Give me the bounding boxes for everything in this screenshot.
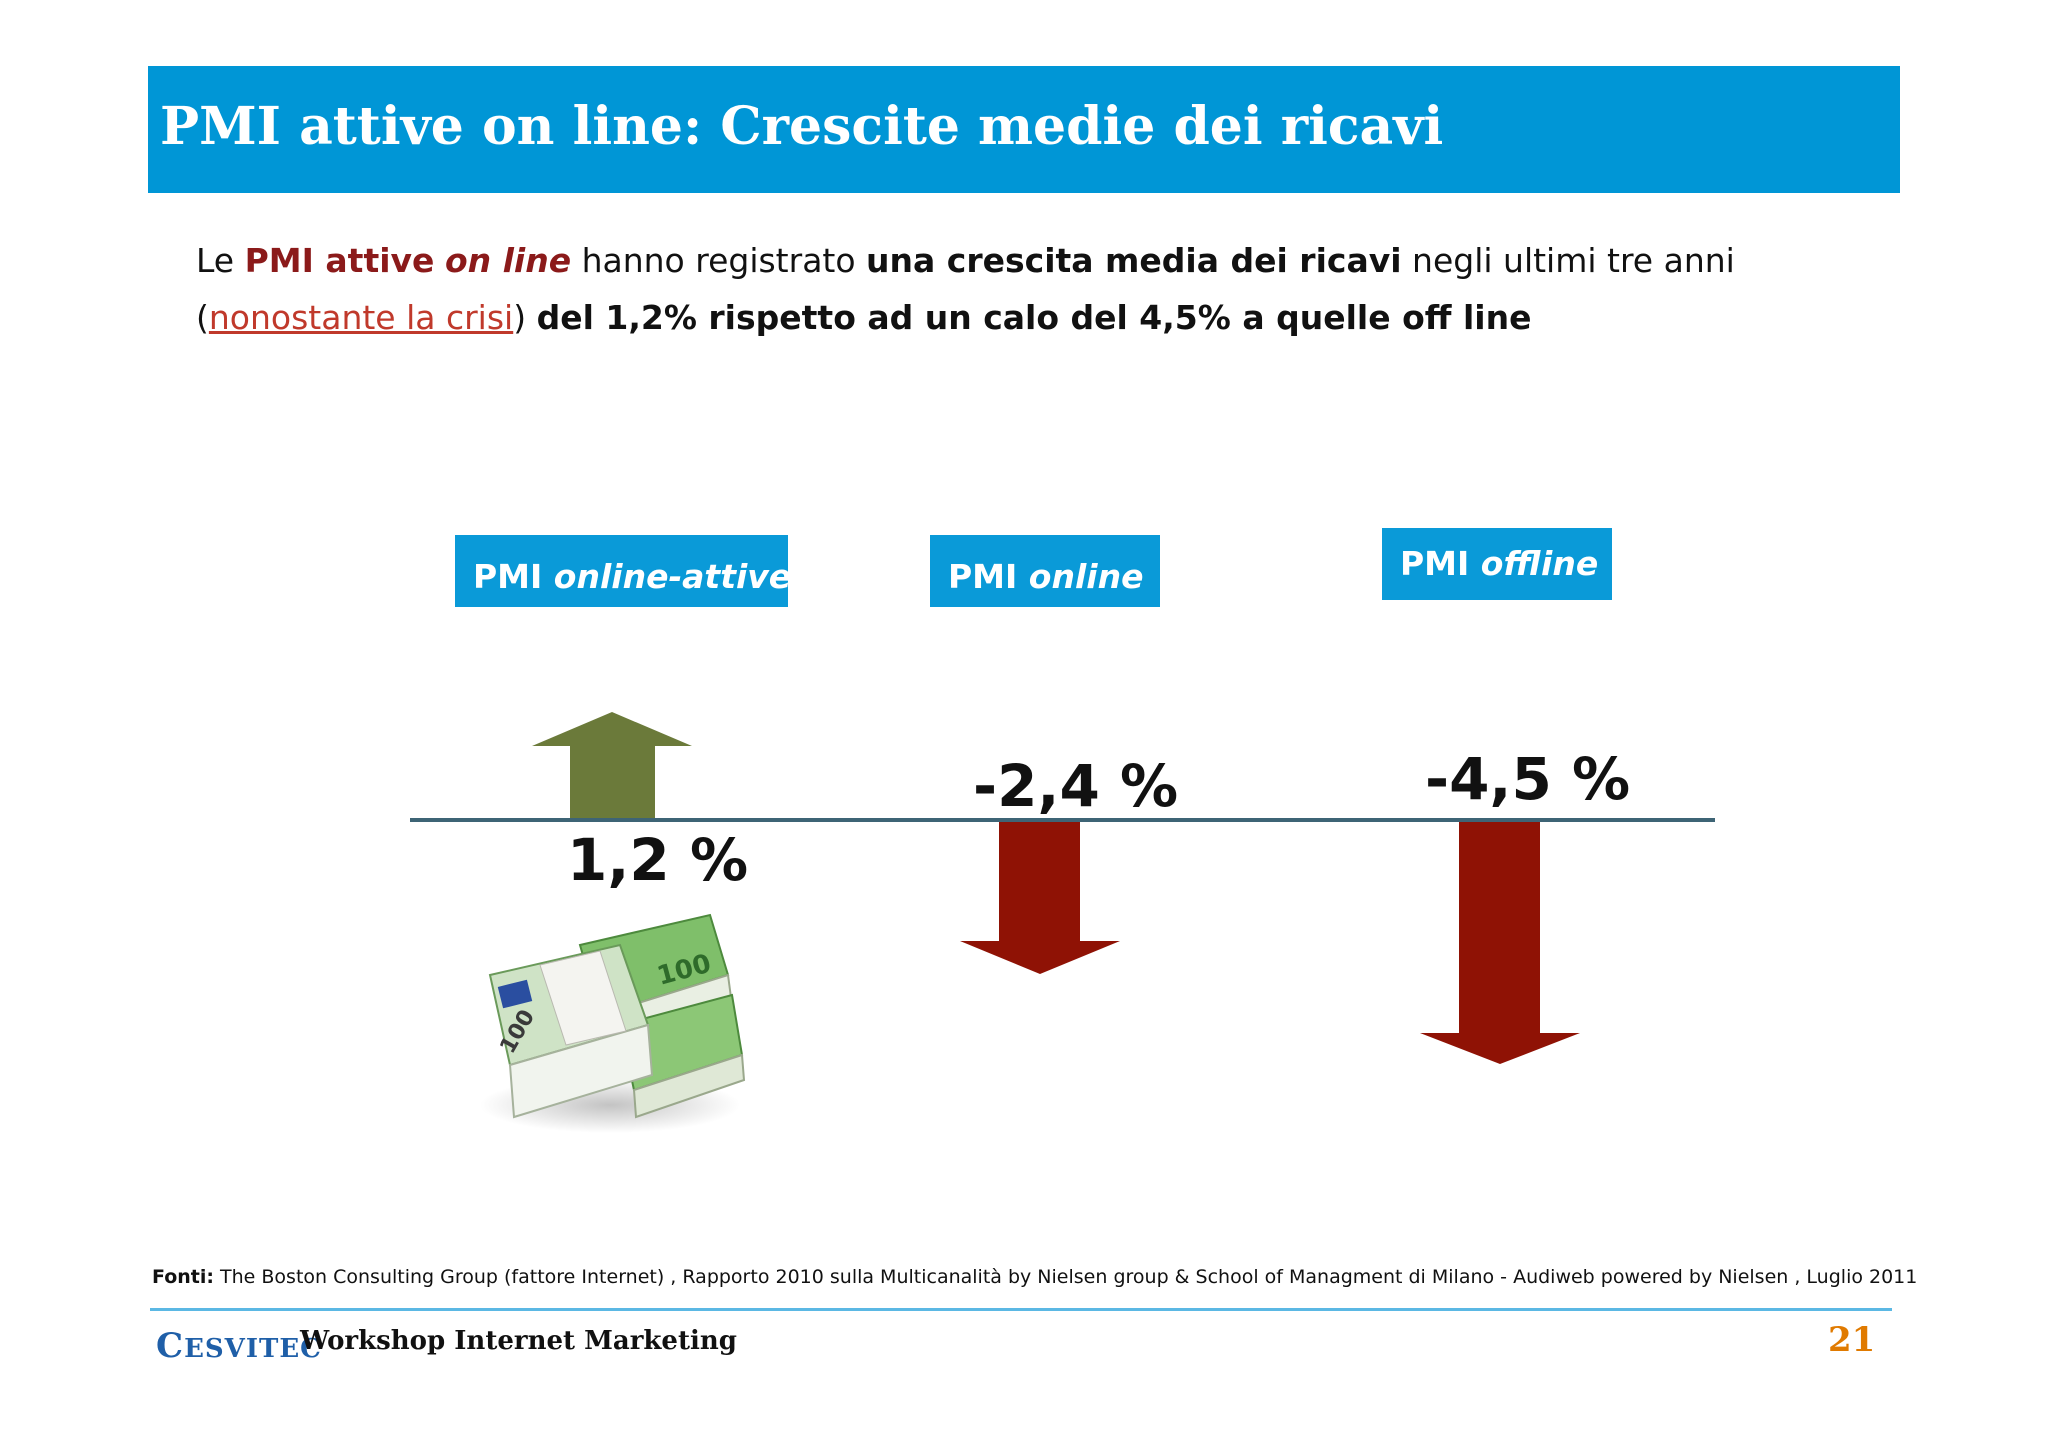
baseline [410, 818, 1715, 822]
cesvitec-logo: CESVITEC [156, 1326, 322, 1366]
footer-workshop-title: Workshop Internet Marketing [300, 1326, 737, 1356]
value-online: -2,4 % [973, 752, 1179, 820]
category-box-offline: PMI offline [1382, 528, 1612, 600]
sources-label: Fonti: [152, 1266, 214, 1288]
category-prefix: PMI [1400, 544, 1481, 583]
category-name: offline [1480, 544, 1599, 583]
intro-bold: del 1,2% rispetto ad un calo del 4,5% a … [536, 298, 1532, 337]
intro-bold: una crescita media dei ricavi [866, 241, 1402, 280]
page-number: 21 [1828, 1320, 1876, 1360]
intro-text: negli ultimi tre anni ( [196, 241, 1735, 337]
intro-link[interactable]: nonostante la crisi [208, 298, 514, 337]
category-name: online-attive [553, 557, 792, 596]
category-prefix: PMI [473, 557, 554, 596]
down-arrow-icon [1420, 820, 1580, 1064]
sources-text: The Boston Consulting Group (fattore Int… [213, 1266, 1918, 1288]
intro-space [434, 241, 445, 280]
intro-text: Le [196, 241, 245, 280]
down-arrow-icon [960, 820, 1120, 974]
value-offline: -4,5 % [1425, 745, 1631, 813]
sources-note: Fonti: The Boston Consulting Group (fatt… [152, 1266, 1917, 1288]
euro-banknotes-image: 100 100 [480, 913, 746, 1133]
category-box-online-attive: PMI online-attive [455, 535, 792, 607]
intro-text: ) [513, 298, 537, 337]
logo-initial: C [156, 1326, 185, 1366]
intro-paragraph: Le PMI attive on line hanno registrato u… [196, 232, 1876, 346]
intro-text: hanno registrato [571, 241, 867, 280]
intro-highlight: PMI attive [244, 241, 435, 280]
footer-rule [150, 1308, 1892, 1311]
up-arrow-icon [532, 712, 692, 820]
title-bar [148, 66, 1900, 193]
category-name: online [1028, 557, 1144, 596]
category-box-online: PMI online [930, 535, 1160, 607]
intro-highlight-italic: on line [444, 241, 572, 280]
logo-text: ESVITEC [184, 1334, 322, 1364]
category-prefix: PMI [948, 557, 1029, 596]
value-online-attive: 1,2 % [567, 826, 749, 894]
slide-title: PMI attive on line: Crescite medie dei r… [160, 96, 1444, 157]
